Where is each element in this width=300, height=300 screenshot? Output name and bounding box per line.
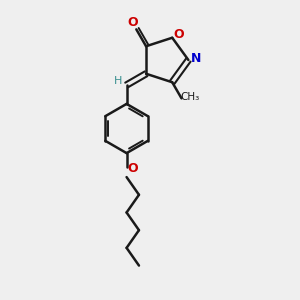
Text: N: N (190, 52, 201, 65)
Text: O: O (173, 28, 184, 41)
Text: H: H (113, 76, 122, 86)
Text: CH₃: CH₃ (180, 92, 200, 102)
Text: O: O (128, 16, 138, 29)
Text: O: O (128, 162, 139, 175)
